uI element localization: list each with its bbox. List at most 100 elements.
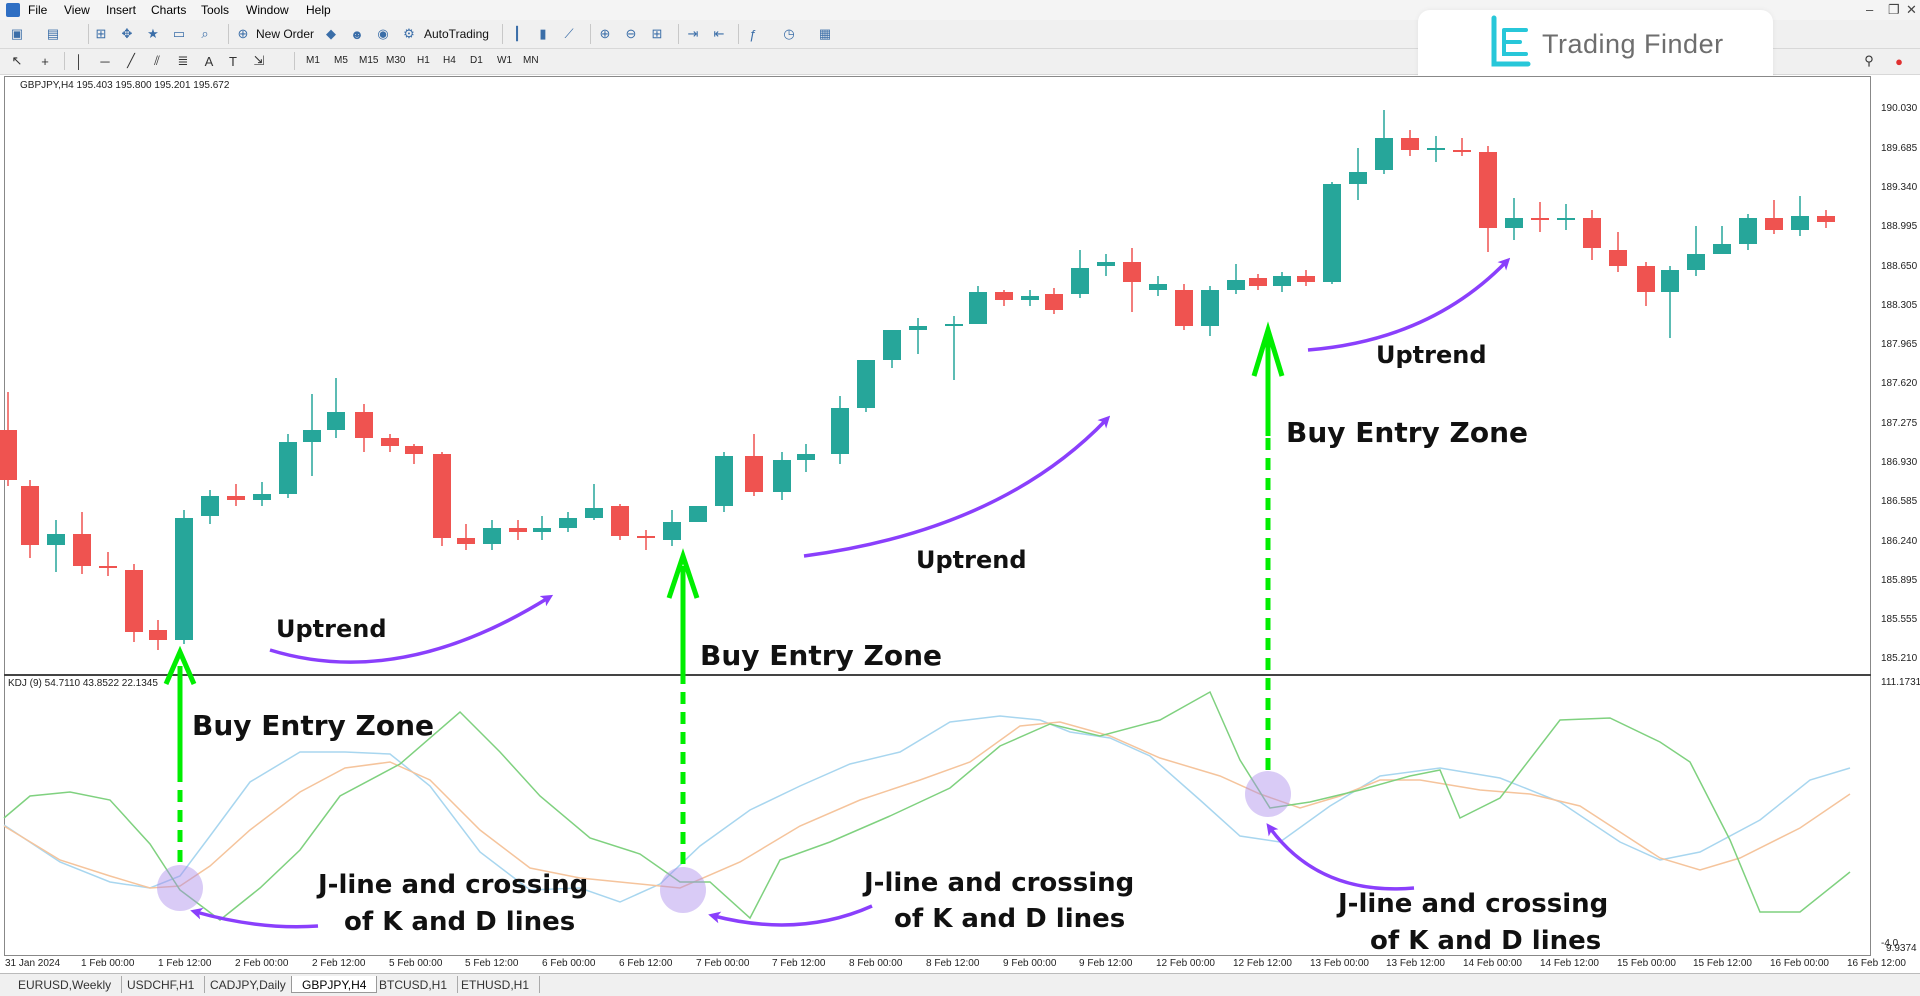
new-order-button[interactable]: New Order — [256, 27, 315, 41]
notification-icon[interactable]: ● — [1895, 53, 1903, 69]
time-label: 16 Feb 12:00 — [1847, 958, 1906, 969]
app-icon — [6, 3, 20, 17]
new-chart-icon[interactable]: ▣ — [10, 26, 24, 41]
time-label: 12 Feb 00:00 — [1156, 958, 1215, 969]
market-watch-icon[interactable]: ⊞ — [95, 26, 107, 41]
cursor-icon[interactable]: ↖ — [11, 53, 23, 68]
tab-usdchf-h1[interactable]: USDCHF,H1 — [117, 976, 206, 993]
templates-icon[interactable]: ▦ — [818, 26, 832, 41]
menu-charts[interactable]: Charts — [151, 3, 187, 17]
brand-name: Trading Finder — [1542, 29, 1724, 59]
timeframe-m1[interactable]: M1 — [306, 55, 320, 66]
chart-shift-icon[interactable]: ⇥ — [687, 26, 699, 41]
time-label: 6 Feb 00:00 — [542, 958, 596, 969]
text-icon[interactable]: A — [204, 53, 214, 69]
indicator-info: KDJ (9) 54.7110 43.8522 22.1345 — [8, 678, 158, 689]
time-label: 1 Feb 00:00 — [81, 958, 135, 969]
chart-window[interactable] — [4, 76, 1871, 956]
channel-icon[interactable]: ⫽ — [154, 53, 160, 68]
line-chart-icon[interactable]: ⟋ — [564, 26, 574, 41]
menu-insert[interactable]: Insert — [106, 3, 137, 17]
fibonacci-icon[interactable]: ≣ — [177, 53, 189, 68]
time-label: 7 Feb 12:00 — [772, 958, 826, 969]
candlestick-icon[interactable]: ▮ — [539, 26, 547, 41]
kdj-min-label-2: 9.9374 — [1886, 943, 1917, 954]
navigator-icon[interactable]: ★ — [147, 26, 159, 41]
text-label-icon[interactable]: T — [229, 53, 237, 69]
time-label: 13 Feb 00:00 — [1310, 958, 1369, 969]
zoom-in-icon[interactable]: ⊕ — [599, 26, 611, 41]
timeframe-w1[interactable]: W1 — [497, 55, 512, 66]
profiles-icon[interactable]: ▤ — [46, 26, 60, 41]
periods-icon[interactable]: ◷ — [783, 26, 795, 41]
price-label: 187.620 — [1881, 378, 1918, 389]
menu-help[interactable]: Help — [306, 3, 331, 17]
market-icon[interactable]: ◉ — [377, 26, 389, 41]
autoscroll-icon[interactable]: ⇤ — [713, 26, 725, 41]
menu-file[interactable]: File — [28, 3, 48, 17]
time-label: 8 Feb 12:00 — [926, 958, 980, 969]
time-label: 14 Feb 00:00 — [1463, 958, 1522, 969]
terminal-icon[interactable]: ▭ — [172, 26, 186, 41]
time-label: 16 Feb 00:00 — [1770, 958, 1829, 969]
price-label: 188.305 — [1881, 300, 1918, 311]
time-label: 2 Feb 00:00 — [235, 958, 289, 969]
autotrading-icon[interactable]: ⚙ — [403, 26, 415, 41]
tab-cadjpy-daily[interactable]: CADJPY,Daily — [200, 976, 297, 993]
time-label: 9 Feb 00:00 — [1003, 958, 1057, 969]
timeframe-m5[interactable]: M5 — [334, 55, 348, 66]
close-icon[interactable]: ✕ — [1906, 2, 1917, 17]
price-label: 186.585 — [1881, 496, 1918, 507]
restore-icon[interactable]: ❐ — [1888, 2, 1900, 17]
menu-window[interactable]: Window — [246, 3, 289, 17]
price-label: 189.340 — [1881, 182, 1918, 193]
time-label: 5 Feb 00:00 — [389, 958, 443, 969]
timeframe-mn[interactable]: MN — [523, 55, 539, 66]
kdj-max-label: 111.1731 — [1881, 677, 1920, 688]
signals-icon[interactable]: ☻ — [350, 26, 364, 42]
time-label: 8 Feb 00:00 — [849, 958, 903, 969]
price-label: 189.685 — [1881, 143, 1918, 154]
price-label: 188.995 — [1881, 221, 1918, 232]
trendline-icon[interactable]: ╱ — [127, 53, 135, 68]
price-label: 190.030 — [1881, 103, 1918, 114]
indicators-icon[interactable]: ƒ — [749, 26, 757, 42]
strategy-tester-icon[interactable]: ⌕ — [201, 26, 209, 41]
tab-gbpjpy-h4[interactable]: GBPJPY,H4 — [291, 976, 378, 993]
price-scale[interactable] — [1871, 76, 1920, 956]
timeframe-h1[interactable]: H1 — [417, 55, 430, 66]
data-window-icon[interactable]: ✥ — [121, 26, 133, 41]
autotrading-button[interactable]: AutoTrading — [424, 27, 489, 41]
time-label: 1 Feb 12:00 — [158, 958, 212, 969]
menu-tools[interactable]: Tools — [201, 3, 230, 17]
timeframe-d1[interactable]: D1 — [470, 55, 483, 66]
menu-view[interactable]: View — [64, 3, 90, 17]
arrows-icon[interactable]: ⇲ — [253, 53, 265, 68]
vertical-line-icon[interactable]: │ — [74, 53, 84, 69]
time-label: 12 Feb 12:00 — [1233, 958, 1292, 969]
zoom-out-icon[interactable]: ⊖ — [625, 26, 637, 41]
minimize-icon[interactable]: – — [1866, 2, 1874, 17]
time-label: 6 Feb 12:00 — [619, 958, 673, 969]
price-label: 185.555 — [1881, 614, 1918, 625]
tab-ethusd-h1[interactable]: ETHUSD,H1 — [451, 976, 541, 993]
time-label: 14 Feb 12:00 — [1540, 958, 1599, 969]
tile-windows-icon[interactable]: ⊞ — [651, 26, 663, 41]
time-label: 13 Feb 12:00 — [1386, 958, 1445, 969]
pane-divider[interactable] — [4, 674, 1871, 676]
brand-panel — [1418, 10, 1773, 88]
crosshair-icon[interactable]: + — [41, 53, 49, 69]
price-label: 186.930 — [1881, 457, 1918, 468]
tab-eurusd-weekly[interactable]: EURUSD,Weekly — [8, 976, 123, 993]
metaeditor-icon[interactable]: ◆ — [326, 26, 336, 41]
chart-info: GBPJPY,H4 195.403 195.800 195.201 195.67… — [20, 80, 230, 91]
timeframe-m30[interactable]: M30 — [386, 55, 406, 66]
timeframe-h4[interactable]: H4 — [443, 55, 456, 66]
search-icon[interactable]: ⚲ — [1864, 53, 1874, 68]
new-order-icon[interactable]: ⊕ — [237, 26, 249, 41]
horizontal-line-icon[interactable]: ─ — [100, 53, 110, 69]
bar-chart-icon[interactable]: ┃ — [513, 26, 521, 41]
tab-btcusd-h1[interactable]: BTCUSD,H1 — [369, 976, 459, 993]
price-label: 188.650 — [1881, 261, 1918, 272]
timeframe-m15[interactable]: M15 — [359, 55, 379, 66]
